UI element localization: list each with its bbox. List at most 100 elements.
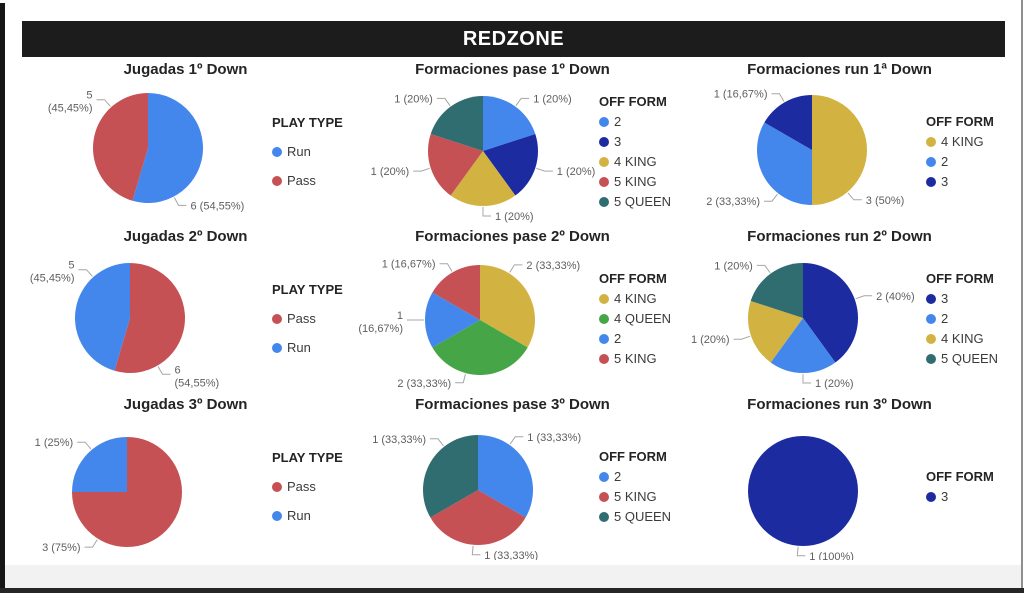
pie-slice-2[interactable] bbox=[770, 318, 836, 374]
legend-item-4-king[interactable]: 4 KING bbox=[926, 331, 984, 347]
legend-item-2[interactable]: 2 bbox=[599, 114, 621, 130]
pie-slice-5-king[interactable] bbox=[430, 490, 526, 545]
page-title: REDZONE bbox=[462, 27, 565, 50]
pie-chart: 6 (54,55%) 5 (45,45%) bbox=[48, 90, 245, 213]
label-leader-line bbox=[77, 441, 92, 450]
legend-color-dot bbox=[272, 481, 282, 492]
legend-item-2[interactable]: 2 bbox=[599, 331, 621, 347]
legend-item-3[interactable]: 3 bbox=[926, 489, 948, 505]
data-label: 3 (50%) bbox=[866, 195, 905, 207]
label-leader-line bbox=[847, 192, 862, 201]
legend: PLAY TYPE Run Pass bbox=[272, 78, 343, 225]
pie-slice-5-king[interactable] bbox=[432, 265, 480, 320]
pie-slice-5-queen[interactable] bbox=[423, 435, 478, 518]
legend-item-pass[interactable]: Pass bbox=[272, 479, 316, 495]
legend-item-label: 2 bbox=[941, 310, 949, 326]
legend-item-5-king[interactable]: 5 KING bbox=[599, 351, 657, 367]
pie-slice-2[interactable] bbox=[425, 292, 480, 348]
legend-item-5-king[interactable]: 5 KING bbox=[599, 489, 657, 505]
pie-slice-5-queen[interactable] bbox=[750, 263, 803, 318]
legend-item-5-queen[interactable]: 5 QUEEN bbox=[599, 194, 671, 210]
pie-chart-card-formaciones-pase-2-down: Formaciones pase 2º Down 2 (33,33%) 2 (33,… bbox=[349, 225, 676, 392]
pie-slice-4-king[interactable] bbox=[450, 151, 516, 207]
legend-item-3[interactable]: 3 bbox=[926, 174, 948, 190]
legend-color-dot bbox=[926, 176, 936, 187]
legend-title: PLAY TYPE bbox=[272, 114, 343, 130]
pie-slice-2[interactable] bbox=[757, 122, 812, 206]
pie-chart-card-formaciones-run-1-down: Formaciones run 1ª Down 3 (50%) 2 (33,33%)… bbox=[676, 58, 1003, 225]
label-leader-line bbox=[509, 264, 523, 273]
legend-color-dot bbox=[599, 116, 609, 127]
data-label: 1 (16,67%) bbox=[358, 310, 403, 335]
legend: OFF FORM 3 2 4 KING 5 QUEEN bbox=[926, 245, 998, 392]
pie-chart: 3 (50%) 2 (33,33%) 1 (16,67%) bbox=[706, 89, 905, 209]
legend-item-label: 4 KING bbox=[614, 153, 657, 169]
legend-item-label: Pass bbox=[287, 478, 316, 494]
data-label: 1 (20%) bbox=[557, 166, 596, 178]
legend-item-label: 5 KING bbox=[614, 173, 657, 189]
pie-slice-2[interactable] bbox=[478, 435, 533, 518]
pie-slice-pass[interactable] bbox=[93, 93, 148, 201]
pie-slice-4-king[interactable] bbox=[812, 95, 867, 205]
pie-slice-run[interactable] bbox=[75, 263, 130, 371]
pie-chart-card-jugadas-1-down: Jugadas 1º Down 6 (54,55%) 5 (45,45%) PLAY T… bbox=[22, 58, 349, 225]
pie-slice-5-queen[interactable] bbox=[430, 96, 483, 151]
data-label: 1 (100%) bbox=[809, 551, 854, 560]
legend-item-run[interactable]: Run bbox=[272, 340, 311, 356]
pie-slice-5-king[interactable] bbox=[427, 134, 483, 196]
legend-item-pass[interactable]: Pass bbox=[272, 173, 316, 189]
legend-item-pass[interactable]: Pass bbox=[272, 311, 316, 327]
pie-chart: 2 (33,33%) 2 (33,33%) 1 (16,67%) 1 (16,67%) bbox=[358, 259, 580, 390]
pie-slice-4-king[interactable] bbox=[480, 265, 535, 348]
data-label: 2 (33,33%) bbox=[397, 378, 451, 390]
legend-color-dot bbox=[599, 491, 609, 502]
legend-item-2[interactable]: 2 bbox=[926, 311, 948, 327]
pie-slice-4-queen[interactable] bbox=[432, 320, 528, 375]
legend-item-label: 2 bbox=[614, 113, 622, 129]
pie-slice-run[interactable] bbox=[72, 437, 127, 492]
legend-item-run[interactable]: Run bbox=[272, 144, 311, 160]
legend-item-5-queen[interactable]: 5 QUEEN bbox=[926, 351, 998, 367]
pie-slice-pass[interactable] bbox=[114, 263, 186, 373]
data-label: 6 (54,55%) bbox=[191, 200, 245, 212]
legend-item-2[interactable]: 2 bbox=[599, 469, 621, 485]
legend-item-label: 5 KING bbox=[614, 350, 657, 366]
legend-item-label: Pass bbox=[287, 172, 316, 188]
legend-item-label: 5 QUEEN bbox=[941, 350, 999, 366]
pie-slice-3[interactable] bbox=[748, 436, 858, 546]
pie-slice-3[interactable] bbox=[483, 134, 539, 196]
pie-slice-3[interactable] bbox=[803, 263, 859, 363]
label-leader-line bbox=[482, 207, 491, 217]
legend-item-5-queen[interactable]: 5 QUEEN bbox=[599, 509, 671, 525]
label-leader-line bbox=[173, 197, 187, 206]
pie-slice-4-king[interactable] bbox=[747, 301, 803, 363]
legend-item-4-king[interactable]: 4 KING bbox=[926, 134, 984, 150]
legend-item-2[interactable]: 2 bbox=[926, 154, 948, 170]
legend-item-run[interactable]: Run bbox=[272, 508, 311, 524]
legend-item-3[interactable]: 3 bbox=[926, 291, 948, 307]
legend-color-dot bbox=[926, 491, 936, 502]
label-leader-line bbox=[413, 167, 430, 172]
legend-item-4-queen[interactable]: 4 QUEEN bbox=[599, 311, 671, 327]
legend-item-label: Run bbox=[287, 507, 311, 523]
label-leader-line bbox=[455, 373, 466, 384]
legend-item-label: 3 bbox=[941, 290, 949, 306]
legend-item-5-king[interactable]: 5 KING bbox=[599, 174, 657, 190]
legend-color-dot bbox=[599, 511, 609, 522]
pie-slice-2[interactable] bbox=[483, 96, 536, 151]
legend: OFF FORM 3 bbox=[926, 413, 994, 560]
legend-color-dot bbox=[599, 471, 609, 482]
legend-color-dot bbox=[599, 176, 609, 187]
legend-item-label: 5 QUEEN bbox=[614, 508, 672, 524]
bottom-letterbox bbox=[5, 565, 1021, 588]
legend-color-dot bbox=[926, 353, 936, 364]
legend-item-4-king[interactable]: 4 KING bbox=[599, 291, 657, 307]
legend-item-3[interactable]: 3 bbox=[599, 134, 621, 150]
page-border-right bbox=[1021, 0, 1023, 593]
legend-item-4-king[interactable]: 4 KING bbox=[599, 154, 657, 170]
pie-slice-run[interactable] bbox=[132, 93, 204, 204]
legend-item-label: 5 KING bbox=[614, 488, 657, 504]
pie-chart-card-formaciones-pase-1-down: Formaciones pase 1º Down 1 (20%) 1 (20%) 1 … bbox=[349, 58, 676, 225]
pie-slice-3[interactable] bbox=[764, 95, 812, 150]
